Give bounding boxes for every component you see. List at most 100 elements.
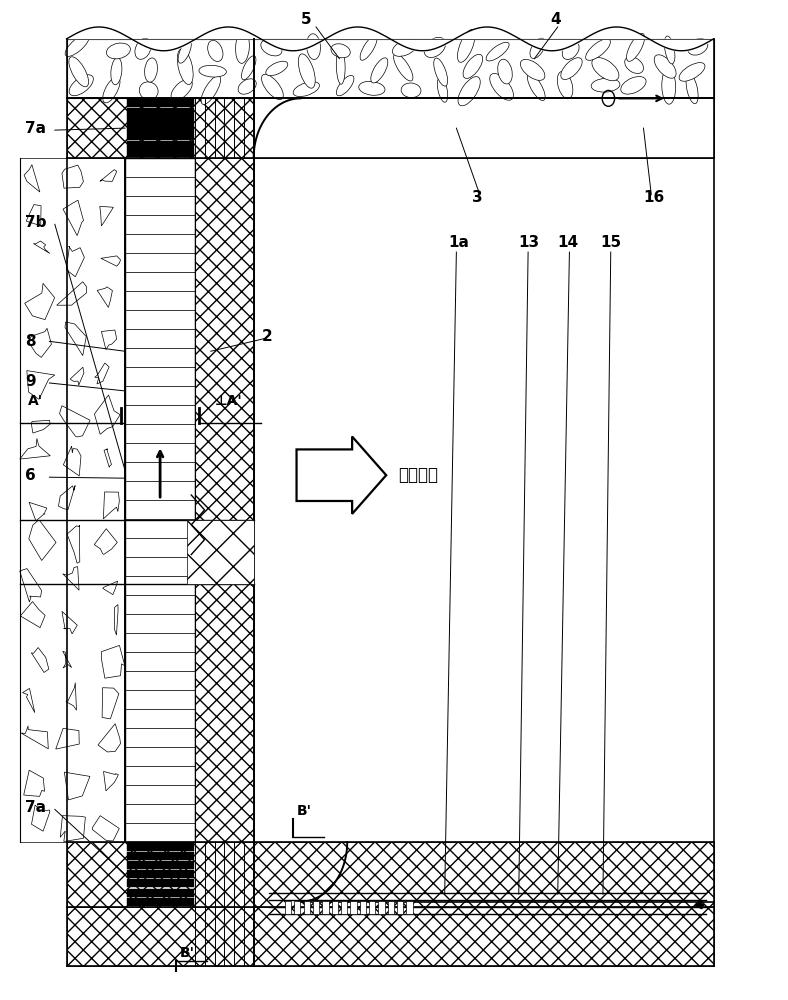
Polygon shape <box>32 805 50 831</box>
Ellipse shape <box>111 58 122 85</box>
Bar <box>369 901 375 914</box>
Text: 16: 16 <box>644 190 665 205</box>
Polygon shape <box>27 371 55 399</box>
Polygon shape <box>60 816 85 842</box>
Ellipse shape <box>336 75 354 96</box>
Ellipse shape <box>208 40 223 61</box>
Polygon shape <box>95 363 109 384</box>
Ellipse shape <box>299 54 315 88</box>
Text: A': A' <box>28 394 43 408</box>
Polygon shape <box>100 170 117 181</box>
Polygon shape <box>98 724 121 752</box>
Text: 7a: 7a <box>25 800 46 815</box>
Text: 9: 9 <box>25 374 35 389</box>
Ellipse shape <box>463 54 482 78</box>
Polygon shape <box>62 165 84 188</box>
Ellipse shape <box>359 81 385 95</box>
Bar <box>332 901 338 914</box>
Ellipse shape <box>585 39 611 60</box>
Ellipse shape <box>686 74 698 104</box>
Polygon shape <box>63 446 81 476</box>
Polygon shape <box>24 770 45 796</box>
Bar <box>397 901 403 914</box>
Polygon shape <box>29 502 46 521</box>
Polygon shape <box>57 282 87 305</box>
Bar <box>313 901 319 914</box>
Ellipse shape <box>625 57 644 73</box>
Text: 5: 5 <box>300 12 311 27</box>
Ellipse shape <box>238 79 256 94</box>
Text: 3: 3 <box>472 190 482 205</box>
Ellipse shape <box>490 73 514 100</box>
Bar <box>128 861 194 869</box>
Ellipse shape <box>394 54 413 81</box>
Bar <box>66 39 714 98</box>
Polygon shape <box>97 287 113 307</box>
Text: 6: 6 <box>25 468 36 483</box>
Polygon shape <box>62 611 77 634</box>
Ellipse shape <box>135 38 151 59</box>
Bar <box>128 852 194 860</box>
Ellipse shape <box>561 58 582 79</box>
Polygon shape <box>26 205 41 226</box>
Ellipse shape <box>178 40 191 63</box>
Polygon shape <box>33 241 50 253</box>
Polygon shape <box>32 648 49 672</box>
Bar <box>66 98 714 158</box>
Polygon shape <box>20 602 45 628</box>
Text: 13: 13 <box>519 235 540 250</box>
Bar <box>125 158 195 842</box>
Polygon shape <box>66 246 84 277</box>
Polygon shape <box>102 688 119 719</box>
Ellipse shape <box>527 74 545 101</box>
Ellipse shape <box>562 41 579 59</box>
Ellipse shape <box>458 77 480 106</box>
Ellipse shape <box>360 36 377 60</box>
Ellipse shape <box>201 76 221 104</box>
Text: 4: 4 <box>550 12 560 27</box>
Polygon shape <box>24 165 40 192</box>
Text: 7b: 7b <box>25 215 46 230</box>
Ellipse shape <box>530 38 545 58</box>
Text: B': B' <box>296 804 311 818</box>
Text: 2: 2 <box>262 329 272 344</box>
Ellipse shape <box>592 58 619 81</box>
Ellipse shape <box>139 82 158 100</box>
Ellipse shape <box>144 58 158 82</box>
Polygon shape <box>92 816 119 841</box>
Bar <box>351 901 357 914</box>
Polygon shape <box>65 772 90 800</box>
Bar <box>322 901 329 914</box>
Polygon shape <box>95 395 120 434</box>
Text: B': B' <box>180 946 195 960</box>
Ellipse shape <box>262 74 284 100</box>
Polygon shape <box>24 283 54 320</box>
Ellipse shape <box>591 78 620 92</box>
Polygon shape <box>102 645 125 678</box>
Ellipse shape <box>266 61 288 76</box>
Bar <box>128 879 194 887</box>
Bar <box>341 901 348 914</box>
Ellipse shape <box>664 36 675 64</box>
Ellipse shape <box>486 42 509 61</box>
Ellipse shape <box>424 37 445 58</box>
Ellipse shape <box>662 68 675 104</box>
Polygon shape <box>102 330 117 350</box>
Polygon shape <box>29 520 56 560</box>
Bar <box>407 901 413 914</box>
Text: 15: 15 <box>600 235 622 250</box>
Ellipse shape <box>293 82 319 97</box>
Polygon shape <box>103 771 118 791</box>
Polygon shape <box>58 485 75 510</box>
Ellipse shape <box>520 59 545 80</box>
Polygon shape <box>21 726 48 749</box>
Ellipse shape <box>171 79 192 100</box>
Bar <box>128 116 194 124</box>
Bar <box>128 870 194 878</box>
Polygon shape <box>114 605 118 635</box>
Bar <box>294 901 300 914</box>
Ellipse shape <box>371 58 388 83</box>
Ellipse shape <box>498 59 512 84</box>
Polygon shape <box>63 651 72 668</box>
Ellipse shape <box>102 77 120 103</box>
